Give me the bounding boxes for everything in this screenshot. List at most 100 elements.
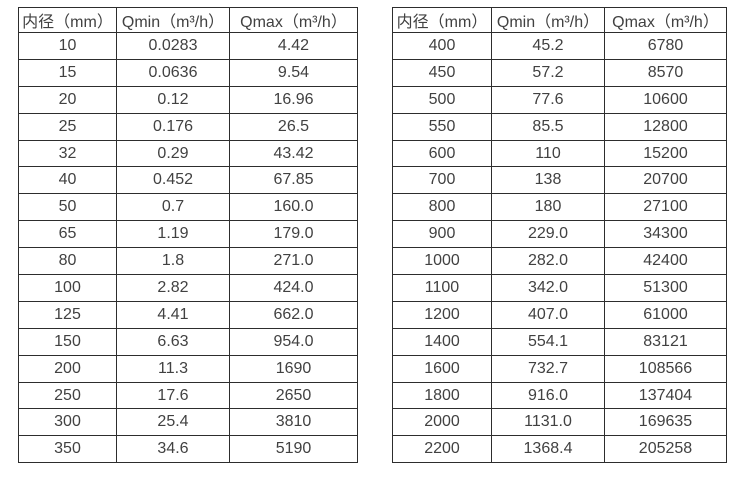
- table-cell: 1368.4: [491, 435, 605, 464]
- table-cell: 4.41: [116, 300, 230, 329]
- table-cell: 407.0: [491, 300, 605, 329]
- table-cell: 0.29: [116, 139, 230, 168]
- table-cell: 50: [18, 193, 117, 222]
- table-cell: 1100: [392, 274, 492, 302]
- table-cell: 0.0283: [116, 32, 230, 60]
- table-cell: 110: [491, 139, 605, 168]
- table-cell: 85.5: [491, 112, 605, 141]
- table-cell: 350: [18, 435, 117, 464]
- table-cell: 1.8: [116, 247, 230, 276]
- table-row: 500 77.6 10600: [392, 85, 727, 114]
- table-cell: 169635: [604, 408, 727, 437]
- table-cell: 11.3: [116, 354, 230, 383]
- table-row: 80 1.8 271.0: [18, 247, 358, 276]
- table-row: 10 0.0283 4.42: [18, 32, 358, 60]
- table-cell: 1690: [229, 354, 358, 383]
- table-cell: 32: [18, 139, 117, 168]
- table-row: 65 1.19 179.0: [18, 220, 358, 249]
- table-cell: 500: [392, 85, 492, 114]
- table-cell: 1.19: [116, 220, 230, 249]
- table-cell: 10: [18, 32, 117, 60]
- table-cell: 9.54: [229, 58, 358, 87]
- spec-table: 内径（mm） Qmin（m³/h） Qmax（m³/h） 10 0.0283 4.42 15…: [18, 7, 358, 464]
- header-row: 内径（mm） Qmin（m³/h） Qmax（m³/h）: [18, 7, 358, 33]
- table-cell: 250: [18, 381, 117, 410]
- table-cell: 42400: [604, 247, 727, 276]
- table-row: 1000 282.0 42400: [392, 247, 727, 276]
- table-row: 700 138 20700: [392, 166, 727, 195]
- table-cell: 77.6: [491, 85, 605, 114]
- table-cell: 160.0: [229, 193, 358, 222]
- spec-table: 内径（mm） Qmin（m³/h） Qmax（m³/h） 400 45.2 6780 450…: [392, 7, 727, 464]
- table-row: 300 25.4 3810: [18, 408, 358, 437]
- table-cell: 450: [392, 58, 492, 87]
- table-cell: 125: [18, 300, 117, 329]
- table-cell: 150: [18, 327, 117, 356]
- table-row: 800 180 27100: [392, 193, 727, 222]
- table-cell: 8570: [604, 58, 727, 87]
- table-cell: 2200: [392, 435, 492, 464]
- header-cell: 内径（mm）: [392, 7, 492, 33]
- table-cell: 25: [18, 112, 117, 141]
- table-cell: 916.0: [491, 381, 605, 410]
- table-row: 1400 554.1 83121: [392, 327, 727, 356]
- header-cell: Qmax（m³/h）: [604, 7, 727, 33]
- table-row: 2200 1368.4 205258: [392, 435, 727, 464]
- table-row: 1100 342.0 51300: [392, 274, 727, 302]
- table-cell: 57.2: [491, 58, 605, 87]
- table-row: 450 57.2 8570: [392, 58, 727, 87]
- table-cell: 2.82: [116, 274, 230, 302]
- table-cell: 27100: [604, 193, 727, 222]
- header-row: 内径（mm） Qmin（m³/h） Qmax（m³/h）: [392, 7, 727, 33]
- table-cell: 67.85: [229, 166, 358, 195]
- table-cell: 15200: [604, 139, 727, 168]
- table-row: 32 0.29 43.42: [18, 139, 358, 168]
- table-cell: 0.0636: [116, 58, 230, 87]
- table-cell: 1600: [392, 354, 492, 383]
- table-cell: 34300: [604, 220, 727, 249]
- table-cell: 2650: [229, 381, 358, 410]
- table-row: 900 229.0 34300: [392, 220, 727, 249]
- table-cell: 954.0: [229, 327, 358, 356]
- table-row: 25 0.176 26.5: [18, 112, 358, 141]
- table-cell: 51300: [604, 274, 727, 302]
- table-cell: 550: [392, 112, 492, 141]
- table-cell: 271.0: [229, 247, 358, 276]
- table-cell: 800: [392, 193, 492, 222]
- table-cell: 6.63: [116, 327, 230, 356]
- table-cell: 1400: [392, 327, 492, 356]
- table-cell: 20700: [604, 166, 727, 195]
- table-row: 1600 732.7 108566: [392, 354, 727, 383]
- table-cell: 0.12: [116, 85, 230, 114]
- table-cell: 45.2: [491, 32, 605, 60]
- table-cell: 137404: [604, 381, 727, 410]
- table-cell: 282.0: [491, 247, 605, 276]
- table-cell: 424.0: [229, 274, 358, 302]
- table-cell: 700: [392, 166, 492, 195]
- table-cell: 25.4: [116, 408, 230, 437]
- table-cell: 108566: [604, 354, 727, 383]
- table-cell: 179.0: [229, 220, 358, 249]
- table-cell: 61000: [604, 300, 727, 329]
- table-cell: 5190: [229, 435, 358, 464]
- table-cell: 15: [18, 58, 117, 87]
- header-cell: 内径（mm）: [18, 7, 117, 33]
- table-row: 1800 916.0 137404: [392, 381, 727, 410]
- table-row: 2000 1131.0 169635: [392, 408, 727, 437]
- table-cell: 2000: [392, 408, 492, 437]
- table-row: 15 0.0636 9.54: [18, 58, 358, 87]
- table-cell: 3810: [229, 408, 358, 437]
- table-cell: 1200: [392, 300, 492, 329]
- table-cell: 1000: [392, 247, 492, 276]
- table-cell: 138: [491, 166, 605, 195]
- table-row: 600 110 15200: [392, 139, 727, 168]
- table-row: 550 85.5 12800: [392, 112, 727, 141]
- table-cell: 732.7: [491, 354, 605, 383]
- table-cell: 12800: [604, 112, 727, 141]
- table-row: 100 2.82 424.0: [18, 274, 358, 302]
- table-row: 250 17.6 2650: [18, 381, 358, 410]
- table-cell: 65: [18, 220, 117, 249]
- table-cell: 554.1: [491, 327, 605, 356]
- table-cell: 1131.0: [491, 408, 605, 437]
- table-row: 125 4.41 662.0: [18, 300, 358, 329]
